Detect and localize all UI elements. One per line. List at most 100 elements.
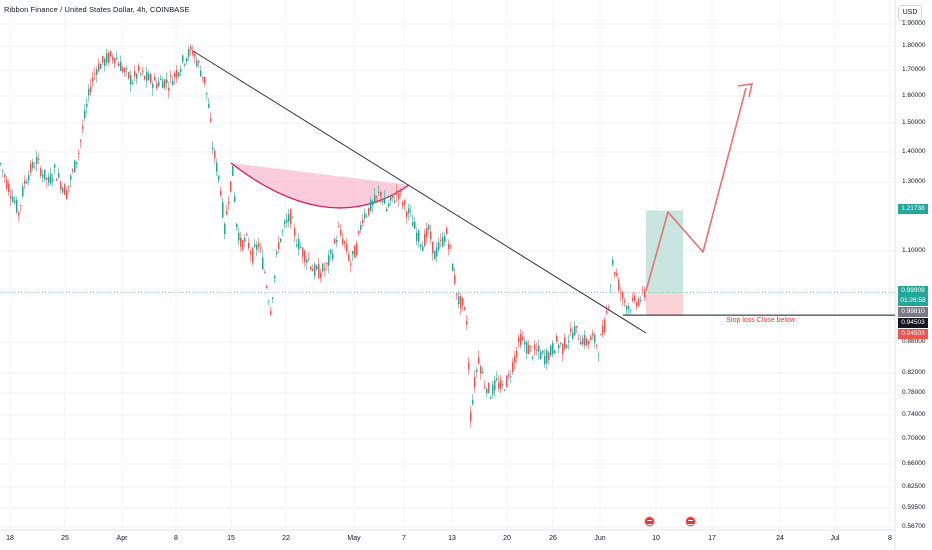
- candle-body: [110, 51, 112, 57]
- candle-body: [310, 266, 312, 270]
- candle-body: [626, 305, 628, 310]
- candle-body: [232, 165, 234, 176]
- price-tick-label: 1.70000: [902, 66, 926, 73]
- candle-body: [186, 58, 188, 62]
- candle-body: [92, 77, 94, 82]
- candle-body: [100, 63, 102, 69]
- candle-body: [546, 350, 548, 364]
- stop-loss-zone: [646, 293, 683, 316]
- candle-body: [524, 341, 526, 345]
- candle-body: [72, 169, 74, 172]
- candle-body: [300, 247, 302, 248]
- candle-body: [422, 246, 424, 251]
- candle-body: [486, 388, 488, 394]
- candle-body: [438, 242, 440, 250]
- candle-body: [380, 192, 382, 197]
- candle-body: [564, 337, 566, 350]
- candle-body: [140, 73, 142, 75]
- price-tick-label: 0.88000: [902, 338, 926, 345]
- candle-body: [616, 273, 618, 276]
- candle-body: [570, 328, 572, 332]
- candle-body: [480, 366, 482, 374]
- candle-body: [498, 382, 500, 389]
- candle-body: [424, 234, 426, 246]
- candle-body: [40, 168, 42, 176]
- candle-body: [590, 336, 592, 341]
- candle-body: [12, 196, 14, 202]
- candle-body: [406, 211, 408, 217]
- candle-body: [318, 264, 320, 279]
- candle-body: [150, 74, 152, 83]
- candle-body: [630, 310, 632, 312]
- candle-body: [492, 384, 494, 395]
- candle-body: [120, 61, 122, 71]
- candle-body: [458, 296, 460, 304]
- candle-body: [398, 193, 400, 200]
- candle-body: [134, 71, 136, 76]
- candle-body: [446, 228, 448, 235]
- candle-body: [556, 335, 558, 342]
- candle-body: [468, 363, 470, 370]
- candle-body: [114, 58, 116, 63]
- time-tick-label: Apr: [116, 535, 128, 542]
- candle-body: [368, 207, 370, 216]
- candle-body: [362, 219, 364, 224]
- candle-body: [580, 341, 582, 345]
- economic-event-icon[interactable]: [685, 516, 696, 527]
- candle-body: [64, 184, 66, 195]
- candle-body: [448, 243, 450, 250]
- candle-body: [220, 190, 222, 196]
- candle-body: [452, 263, 454, 271]
- candle-body: [266, 286, 268, 288]
- time-tick-label: 8: [174, 535, 178, 542]
- candle-body: [430, 231, 432, 240]
- currency-button[interactable]: USD: [898, 5, 922, 21]
- candle-body: [576, 326, 578, 328]
- target-price-label: 1.21738: [898, 204, 928, 214]
- economic-event-icon[interactable]: [644, 516, 655, 527]
- candle-body: [30, 163, 32, 173]
- candle-body: [384, 197, 386, 204]
- candle-body: [288, 214, 290, 222]
- candle-body: [34, 167, 36, 169]
- candle-body: [70, 175, 72, 180]
- candle-body: [638, 298, 640, 306]
- candle-body: [356, 243, 358, 255]
- candle-body: [158, 81, 160, 87]
- symbol-title[interactable]: Ribbon Finance / United States Dollar, 4…: [4, 5, 190, 14]
- candle-body: [194, 53, 196, 57]
- candle-body: [548, 352, 550, 360]
- candle-body: [274, 275, 276, 279]
- stop-price-label: 0.94503: [898, 318, 928, 328]
- candle-body: [260, 247, 262, 249]
- candle-body: [574, 325, 576, 336]
- candle-body: [198, 61, 200, 63]
- candle-body: [208, 103, 210, 108]
- candle-body: [418, 230, 420, 242]
- candle-body: [250, 251, 252, 254]
- candle-body: [16, 199, 18, 213]
- candle-body: [540, 351, 542, 360]
- candle-body: [272, 297, 274, 299]
- candle-body: [342, 238, 344, 244]
- candle-body: [408, 208, 410, 214]
- candle-body: [628, 306, 630, 309]
- candle-body: [386, 208, 388, 211]
- candle-body: [484, 386, 486, 388]
- candle-body: [542, 350, 544, 353]
- candle-body: [534, 344, 536, 350]
- candle-body: [572, 332, 574, 339]
- candle-body: [172, 80, 174, 86]
- candle-body: [20, 204, 22, 206]
- time-tick-label: Jun: [594, 535, 606, 542]
- candle-body: [618, 279, 620, 290]
- candle-body: [346, 244, 348, 252]
- candle-body: [50, 173, 52, 184]
- candle-body: [506, 375, 508, 387]
- candle-body: [264, 272, 266, 273]
- candle-body: [146, 72, 148, 81]
- candle-body: [476, 369, 478, 372]
- candle-body: [170, 74, 172, 77]
- candle-body: [190, 46, 192, 50]
